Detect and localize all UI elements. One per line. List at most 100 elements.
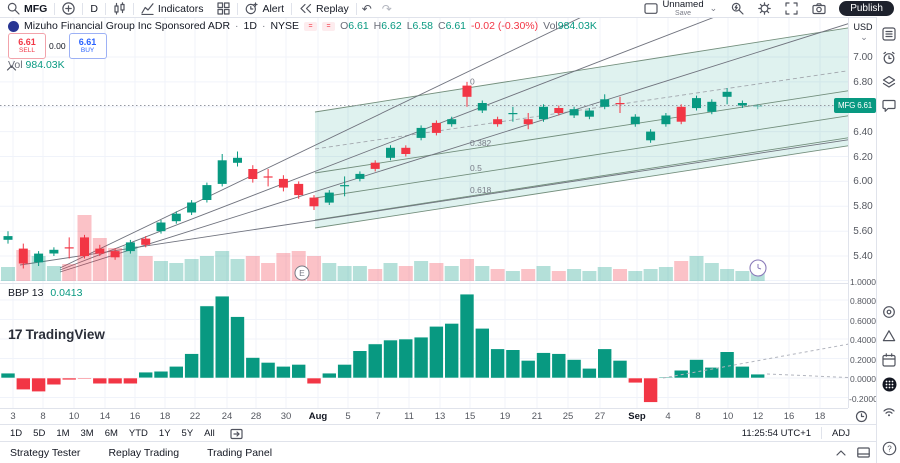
- redo-button[interactable]: ↷: [381, 1, 392, 16]
- compare-button[interactable]: [55, 1, 82, 17]
- chart-canvas[interactable]: 0 0.382 0.5 0.618 E: [0, 18, 848, 408]
- range-5d[interactable]: 5D: [33, 427, 46, 439]
- range-1y[interactable]: 1Y: [158, 427, 171, 439]
- adj-toggle[interactable]: ADJ: [832, 427, 850, 439]
- alert-button[interactable]: Alert: [238, 1, 291, 17]
- publish-button[interactable]: Publish: [839, 1, 894, 16]
- ohlc-low: L6.58: [406, 20, 433, 32]
- sell-button[interactable]: 6.61 SELL: [8, 33, 46, 59]
- spread-value: 0.00: [49, 41, 66, 51]
- interval-button[interactable]: D: [83, 1, 105, 17]
- ohlc-close: C6.61: [437, 20, 467, 32]
- tab-trading-panel[interactable]: Trading Panel: [207, 446, 273, 459]
- replay-icon: [300, 3, 312, 14]
- svg-text:0.618: 0.618: [470, 185, 492, 195]
- currency-selector[interactable]: USD ⌄: [853, 22, 873, 42]
- bbp-tick: 0.6000: [850, 316, 876, 326]
- panel-toggle-icon[interactable]: [857, 447, 870, 458]
- tab-replay-trading[interactable]: Replay Trading: [108, 446, 180, 459]
- chart-style-button[interactable]: [106, 1, 133, 17]
- undo-button[interactable]: ↶: [361, 1, 372, 16]
- time-tick: 15: [464, 411, 476, 422]
- screenshot-button[interactable]: [805, 1, 833, 17]
- svg-text:E: E: [299, 268, 305, 278]
- watchlist-icon[interactable]: [882, 27, 896, 41]
- go-to-date-button[interactable]: [223, 425, 250, 441]
- time-tick: 30: [280, 411, 292, 422]
- streams-wifi-icon[interactable]: [882, 403, 896, 417]
- layout-select-button[interactable]: Unnamed Save ⌄: [637, 0, 724, 17]
- alert-clock-icon: [246, 2, 259, 15]
- buy-button[interactable]: 6.61 BUY: [68, 33, 107, 59]
- symbol-title[interactable]: Mizuho Financial Group Inc Sponsored ADR: [24, 20, 231, 32]
- alerts-clock-icon[interactable]: [882, 51, 896, 65]
- bbp-tick: 0.8000: [850, 296, 876, 306]
- current-price-tag: MFG 6.61: [834, 98, 876, 113]
- calendar-icon[interactable]: [882, 353, 896, 367]
- volume-legend[interactable]: Vol 984.03K: [8, 59, 65, 71]
- delayed-data-badge[interactable]: =: [304, 21, 318, 31]
- range-all[interactable]: All: [204, 427, 215, 439]
- date-range-switcher: 1D 5D 1M 3M 6M YTD 1Y 5Y All: [10, 428, 215, 439]
- time-axis[interactable]: 3 8 10 14 16 18 22 24 28 30 Aug 5 7 11 13 15 19 21 25 27 Sep…: [0, 408, 848, 425]
- status-bar: Strategy Tester Replay Trading Trading P…: [0, 441, 876, 463]
- symbol-search-button[interactable]: MFG: [0, 1, 54, 17]
- time-tick: 8: [695, 411, 701, 422]
- svg-text:0: 0: [470, 77, 475, 87]
- replay-button[interactable]: Replay: [292, 1, 356, 17]
- legend-exchange[interactable]: NYSE: [270, 20, 300, 32]
- symbol-logo: [8, 20, 19, 32]
- price-axis[interactable]: USD ⌄ 7.00 6.80 6.40 6.20 6.00 5.80 5.60 5.40 1.…: [848, 18, 878, 408]
- time-tick: 12: [752, 411, 764, 422]
- indicator-templates-button[interactable]: [210, 1, 237, 17]
- timezone-clock-icon[interactable]: [855, 410, 868, 423]
- price-tick: 6.80: [853, 77, 873, 88]
- layout-name[interactable]: Unnamed Save: [662, 0, 704, 17]
- settings-button[interactable]: [751, 1, 778, 17]
- time-tick: 8: [40, 411, 46, 422]
- time-tick: 19: [499, 411, 511, 422]
- bottom-toolbar: 1D 5D 1M 3M 6M YTD 1Y 5Y All 11:25:54 UTC+1 ADJ: [0, 424, 876, 441]
- indicators-button[interactable]: Indicators: [134, 1, 211, 17]
- legend-interval[interactable]: 1D: [243, 20, 257, 32]
- indicators-label: Indicators: [157, 2, 204, 15]
- price-tick: 7.00: [853, 52, 873, 63]
- range-1m[interactable]: 1M: [56, 427, 70, 439]
- ideas-icon[interactable]: [882, 329, 896, 343]
- tab-strategy-tester[interactable]: Strategy Tester: [10, 446, 81, 459]
- range-6m[interactable]: 6M: [104, 427, 118, 439]
- tradingview-watermark: 17 TradingView: [8, 326, 105, 342]
- time-tick: 13: [434, 411, 446, 422]
- toolbar-divider: [291, 2, 293, 15]
- interval-label: D: [90, 2, 98, 15]
- chevron-up-icon[interactable]: [835, 448, 847, 458]
- session-clock[interactable]: 11:25:54 UTC+1: [741, 427, 812, 439]
- time-tick: 11: [404, 411, 414, 422]
- collapse-panel-button[interactable]: [6, 64, 17, 72]
- object-tree-target-icon[interactable]: [882, 305, 896, 319]
- fullscreen-button[interactable]: [778, 1, 805, 17]
- layers-icon[interactable]: [882, 75, 896, 89]
- svg-text:?: ?: [887, 444, 892, 453]
- help-icon[interactable]: ?: [882, 441, 897, 456]
- community-icon[interactable]: [882, 377, 897, 395]
- chevron-up-icon: [6, 65, 17, 71]
- bbp-indicator-legend[interactable]: BBP 13 0.0413: [8, 287, 83, 299]
- chat-icon[interactable]: [882, 99, 896, 113]
- range-1d[interactable]: 1D: [10, 427, 23, 439]
- time-tick: 4: [665, 411, 671, 422]
- right-sidebar: ?: [876, 17, 900, 463]
- price-tick: 6.40: [853, 127, 873, 138]
- range-3m[interactable]: 3M: [80, 427, 94, 439]
- time-tick: 24: [221, 411, 233, 422]
- range-5y[interactable]: 5Y: [181, 427, 194, 439]
- range-ytd[interactable]: YTD: [128, 427, 148, 439]
- time-tick: 10: [68, 411, 80, 422]
- symbol-search-label: MFG: [24, 2, 48, 15]
- quick-search-button[interactable]: [724, 1, 751, 17]
- camera-icon: [812, 3, 826, 15]
- legend-volume: Vol984.03K: [543, 20, 597, 32]
- toolbar-divider: [82, 2, 84, 15]
- delayed-data-badge[interactable]: =: [322, 21, 336, 31]
- price-tick: 6.20: [853, 152, 873, 163]
